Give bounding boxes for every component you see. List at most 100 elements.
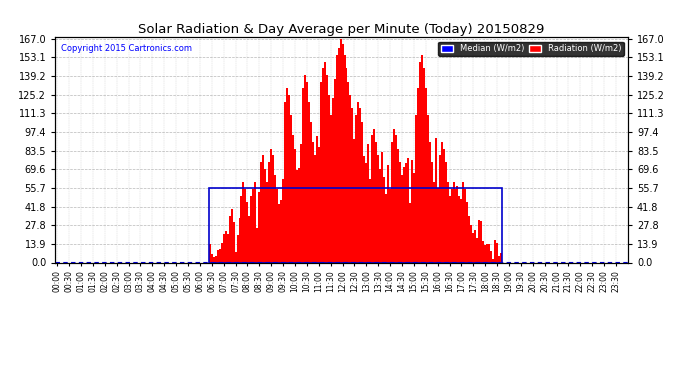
Bar — [244, 189, 246, 262]
Bar — [428, 142, 431, 262]
Bar — [334, 79, 335, 262]
Bar — [364, 156, 365, 262]
Bar — [500, 253, 502, 262]
Bar — [494, 240, 496, 262]
Bar — [306, 82, 308, 262]
Bar — [365, 163, 367, 262]
Bar — [284, 102, 286, 262]
Bar — [437, 188, 439, 262]
Bar — [242, 182, 244, 262]
Bar — [215, 256, 217, 262]
Bar — [266, 182, 268, 262]
Bar — [260, 162, 262, 262]
Bar — [308, 102, 310, 262]
Bar — [274, 176, 276, 262]
Bar — [209, 188, 502, 262]
Bar — [209, 244, 210, 262]
Bar — [282, 179, 284, 262]
Bar — [413, 173, 415, 262]
Bar — [351, 108, 353, 262]
Legend: Median (W/m2), Radiation (W/m2): Median (W/m2), Radiation (W/m2) — [438, 42, 624, 56]
Bar — [314, 155, 316, 262]
Bar — [490, 251, 492, 262]
Bar — [476, 238, 478, 262]
Bar — [425, 88, 426, 262]
Bar — [322, 68, 324, 262]
Bar — [389, 189, 391, 262]
Bar — [393, 129, 395, 262]
Bar — [213, 256, 215, 262]
Bar — [457, 186, 458, 262]
Bar — [270, 148, 272, 262]
Bar — [330, 115, 332, 262]
Bar — [349, 95, 351, 262]
Bar — [339, 39, 342, 262]
Bar — [474, 230, 476, 262]
Bar — [353, 139, 355, 262]
Bar — [380, 169, 381, 262]
Bar — [385, 194, 387, 262]
Bar — [296, 170, 298, 262]
Bar — [446, 182, 448, 262]
Bar — [312, 142, 314, 262]
Bar — [268, 162, 270, 262]
Bar — [300, 144, 302, 262]
Bar — [411, 160, 413, 262]
Bar — [469, 216, 471, 262]
Bar — [375, 142, 377, 262]
Bar — [219, 249, 221, 262]
Bar — [248, 216, 250, 262]
Bar — [473, 233, 474, 262]
Bar — [458, 196, 460, 262]
Bar — [304, 75, 306, 262]
Bar — [369, 178, 371, 262]
Bar — [415, 115, 417, 262]
Bar — [326, 75, 328, 262]
Bar — [480, 220, 482, 262]
Bar — [419, 62, 421, 262]
Bar — [290, 115, 292, 262]
Bar — [462, 182, 464, 262]
Bar — [253, 189, 255, 262]
Bar — [383, 177, 385, 262]
Bar — [276, 189, 278, 262]
Bar — [426, 115, 428, 262]
Text: Copyright 2015 Cartronics.com: Copyright 2015 Cartronics.com — [61, 44, 192, 53]
Bar — [288, 95, 290, 262]
Bar — [357, 102, 359, 262]
Bar — [421, 55, 423, 262]
Bar — [435, 138, 437, 262]
Bar — [451, 189, 453, 262]
Bar — [471, 225, 473, 262]
Bar — [258, 192, 260, 262]
Bar — [417, 88, 419, 262]
Bar — [453, 182, 455, 262]
Bar — [371, 135, 373, 262]
Bar — [455, 189, 457, 262]
Bar — [228, 216, 230, 262]
Bar — [348, 82, 349, 262]
Bar — [302, 88, 304, 262]
Bar — [235, 252, 237, 262]
Title: Solar Radiation & Day Average per Minute (Today) 20150829: Solar Radiation & Day Average per Minute… — [139, 23, 544, 36]
Bar — [444, 162, 446, 262]
Bar — [373, 129, 375, 262]
Bar — [377, 155, 380, 262]
Bar — [433, 182, 435, 262]
Bar — [407, 158, 409, 262]
Bar — [335, 55, 337, 262]
Bar — [310, 122, 312, 262]
Bar — [395, 135, 397, 262]
Bar — [255, 182, 257, 262]
Bar — [362, 122, 364, 262]
Bar — [298, 168, 300, 262]
Bar — [355, 115, 357, 262]
Bar — [272, 155, 274, 262]
Bar — [257, 228, 258, 262]
Bar — [431, 162, 433, 262]
Bar — [278, 204, 280, 262]
Bar — [217, 250, 219, 262]
Bar — [225, 231, 226, 262]
Bar — [441, 142, 442, 262]
Bar — [367, 144, 369, 262]
